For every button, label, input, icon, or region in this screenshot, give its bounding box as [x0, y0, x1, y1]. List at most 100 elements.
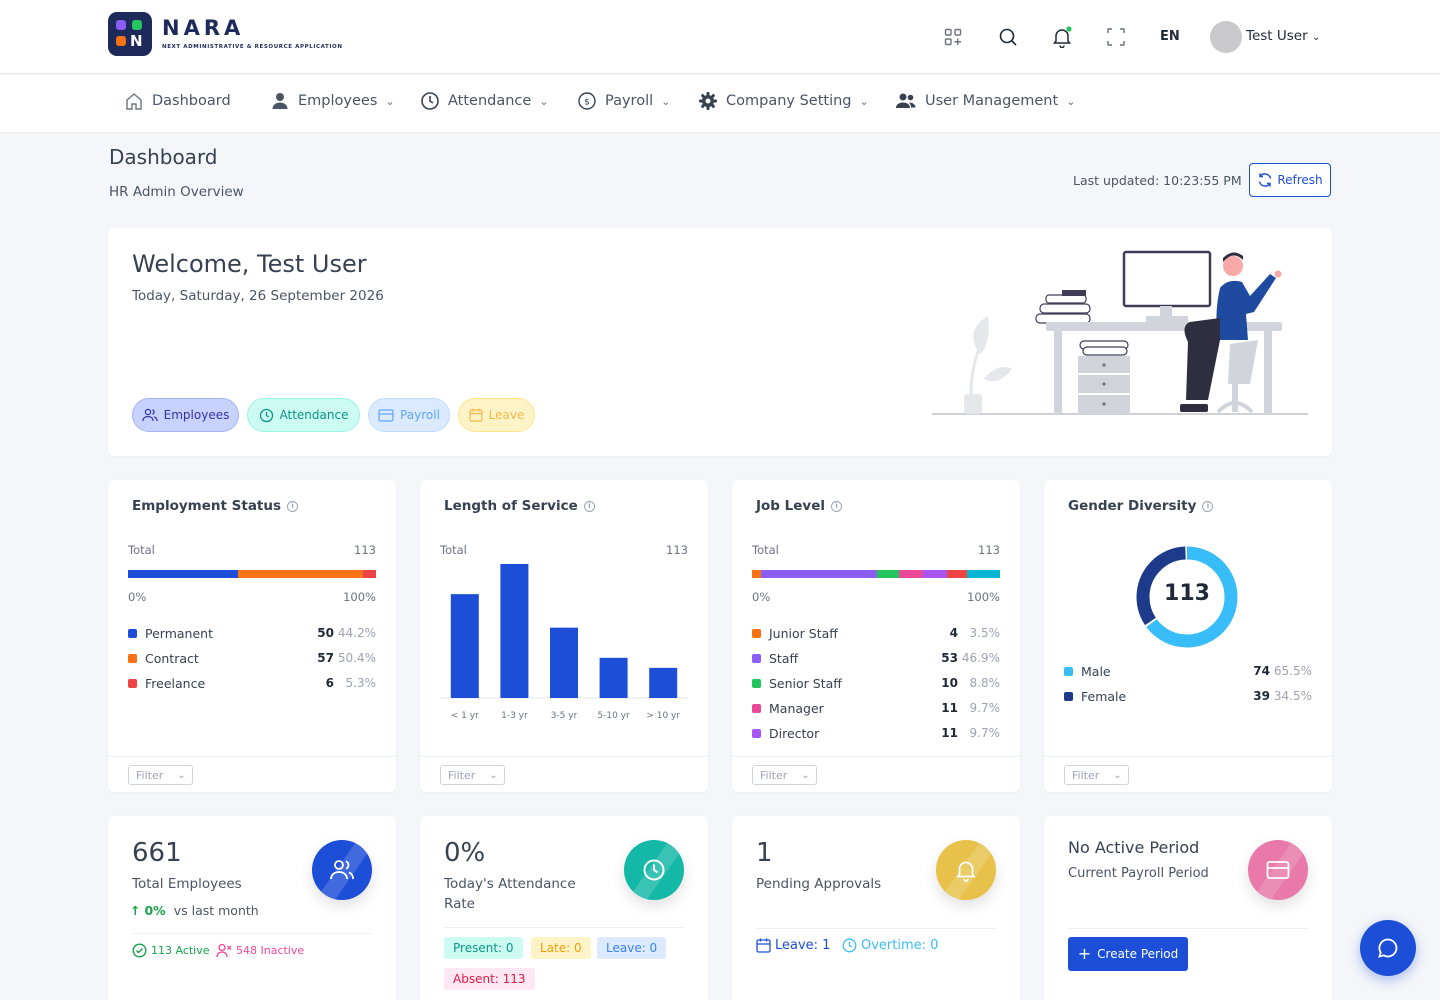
- pill-attendance[interactable]: Attendance: [247, 398, 360, 432]
- nara-logo-icon[interactable]: N: [108, 12, 152, 56]
- legend-color-swatch: [752, 653, 761, 663]
- info-icon[interactable]: i: [831, 500, 843, 512]
- pill-leave[interactable]: Leave: [458, 398, 535, 432]
- bar[interactable]: [550, 627, 578, 698]
- legend-count: 50: [317, 626, 334, 640]
- pill-label: Attendance: [279, 408, 349, 422]
- legend-percent: 46.9%: [961, 651, 1000, 665]
- chat-button[interactable]: [1360, 920, 1416, 976]
- chevron-down-icon: ⌄: [1113, 769, 1122, 781]
- nav-item-attendance[interactable]: Attendance ⌄: [420, 91, 549, 111]
- donut-slice[interactable]: [1136, 546, 1238, 648]
- legend-name: Freelance: [145, 675, 206, 691]
- leave-approvals-label: Leave: 1: [775, 938, 831, 953]
- legend-count: 11: [941, 726, 958, 740]
- nav-item-user-management[interactable]: User Management ⌄: [895, 91, 1075, 111]
- filter-dropdown[interactable]: Filter ⌄: [440, 765, 505, 785]
- donut-total: 113: [1164, 581, 1210, 606]
- x-tick-label: < 1 yr: [451, 711, 479, 721]
- user-x-icon: [216, 943, 232, 958]
- legend-percent: 8.8%: [969, 676, 1001, 690]
- bar[interactable]: [649, 667, 678, 698]
- legend-name: Director: [769, 725, 820, 741]
- filter-dropdown[interactable]: Filter ⌄: [128, 765, 193, 785]
- overtime-approvals-link[interactable]: Overtime: 0: [842, 938, 938, 953]
- users-icon: [142, 408, 158, 422]
- trend-value: 0%: [144, 903, 166, 918]
- create-period-button[interactable]: + Create Period: [1068, 937, 1188, 971]
- bell-icon: [936, 840, 996, 900]
- office-illustration: [932, 250, 1308, 415]
- legend-item: Female 39 34.5%: [1064, 687, 1312, 705]
- nav-item-company-setting[interactable]: Company Setting ⌄: [698, 91, 869, 111]
- legend-name: Junior Staff: [769, 625, 838, 641]
- dollar-icon: $: [578, 92, 596, 110]
- card-title-text: Length of Service: [444, 498, 578, 514]
- legend-item: Manager 11 9.7%: [752, 699, 1000, 717]
- create-period-label: Create Period: [1097, 947, 1179, 961]
- language-selector[interactable]: EN: [1160, 29, 1180, 44]
- x-tick-label: 5-10 yr: [597, 711, 630, 721]
- total-label: Total: [440, 543, 467, 557]
- avatar[interactable]: [1210, 21, 1242, 53]
- nav-label: Employees: [298, 93, 378, 109]
- donut-slice[interactable]: [1136, 546, 1238, 648]
- apps-grid-icon[interactable]: [940, 24, 966, 50]
- legend-percent: 9.7%: [969, 726, 1001, 740]
- nav-label: Company Setting: [726, 93, 852, 109]
- leave-chip: Leave: 0: [597, 937, 667, 959]
- legend-name: Female: [1081, 688, 1127, 704]
- bar[interactable]: [599, 657, 628, 698]
- credit-card-icon: [1248, 840, 1308, 900]
- card-title-text: Employment Status: [132, 498, 282, 514]
- legend-color-swatch: [752, 628, 761, 638]
- legend-color-swatch: [752, 678, 761, 688]
- fullscreen-icon[interactable]: [1103, 24, 1129, 50]
- legend-color-swatch: [1064, 691, 1073, 701]
- calendar-icon: [756, 938, 771, 953]
- gender-donut-chart: [1136, 546, 1238, 648]
- divider: [756, 928, 996, 929]
- info-icon[interactable]: i: [287, 500, 299, 512]
- total-value: 113: [354, 543, 376, 557]
- top-bar: N NARA NEXT ADMINISTRATIVE & RESOURCE AP…: [0, 0, 1440, 74]
- bar-segment: [760, 570, 877, 578]
- refresh-button[interactable]: Refresh: [1249, 163, 1331, 197]
- filter-dropdown[interactable]: Filter ⌄: [752, 765, 817, 785]
- chevron-down-icon: ⌄: [489, 769, 498, 781]
- overtime-approvals-label: Overtime: 0: [861, 938, 939, 953]
- info-icon[interactable]: i: [583, 500, 595, 512]
- legend-item: Staff 53 46.9%: [752, 649, 1000, 667]
- kpi-label: Pending Approvals: [756, 876, 882, 892]
- credit-card-icon: [378, 408, 394, 422]
- filter-dropdown[interactable]: Filter ⌄: [1064, 765, 1129, 785]
- nav-item-dashboard[interactable]: Dashboard: [124, 91, 231, 111]
- info-icon[interactable]: i: [1202, 500, 1214, 512]
- bar-segment: [922, 570, 947, 578]
- bar[interactable]: [450, 594, 479, 698]
- pill-payroll[interactable]: Payroll: [368, 398, 450, 432]
- nav-item-payroll[interactable]: $ Payroll ⌄: [577, 91, 670, 111]
- card-title: Gender Diversity i: [1068, 498, 1214, 514]
- nav-item-employees[interactable]: Employees ⌄: [270, 91, 395, 111]
- legend-name: Staff: [769, 650, 799, 666]
- card-footer: Filter ⌄: [108, 756, 396, 792]
- chevron-down-icon: ⌄: [1311, 32, 1321, 43]
- active-count: 113 Active: [132, 943, 210, 958]
- card-footer: Filter ⌄: [1044, 756, 1332, 792]
- user-icon: [272, 93, 288, 109]
- refresh-icon: [1259, 173, 1272, 187]
- bar[interactable]: [500, 564, 529, 698]
- search-icon[interactable]: [995, 24, 1021, 50]
- pill-employees[interactable]: Employees: [132, 398, 239, 432]
- leave-approvals-link[interactable]: Leave: 1: [756, 938, 830, 953]
- chevron-down-icon: ⌄: [539, 94, 549, 108]
- pill-label: Payroll: [400, 408, 440, 422]
- bar-segment: [362, 570, 376, 578]
- user-menu[interactable]: Test User ⌄: [1246, 28, 1320, 44]
- refresh-label: Refresh: [1277, 173, 1323, 187]
- active-label: 113 Active: [151, 944, 210, 957]
- svg-text:$: $: [584, 98, 590, 108]
- notification-bell-icon[interactable]: [1049, 24, 1075, 50]
- kpi-label: Today's Attendance Rate: [444, 876, 576, 912]
